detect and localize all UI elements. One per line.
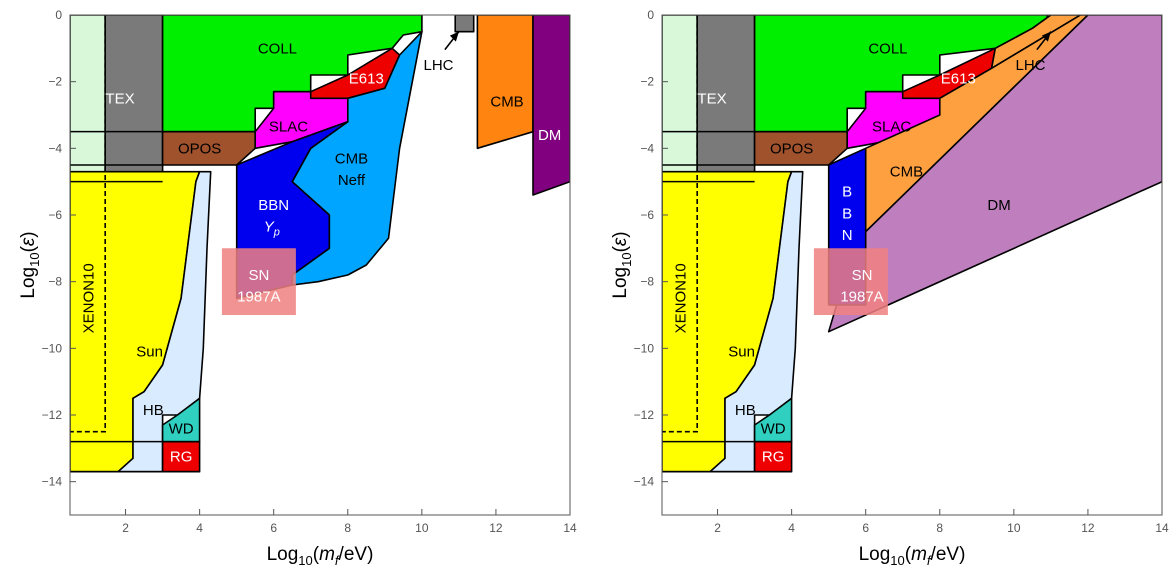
region-label-hb: HB — [143, 402, 164, 419]
x-tick-label: 10 — [1007, 521, 1021, 535]
region-label-slac: SLAC — [269, 119, 308, 136]
y-tick-label: −6 — [640, 208, 654, 222]
region-dm — [532, 15, 570, 196]
lhc-arrow-head — [449, 31, 459, 42]
region-slac — [254, 90, 349, 150]
region-label-1987a: 1987A — [840, 289, 883, 306]
plot-frame — [69, 14, 571, 516]
y-tick-label: −10 — [42, 341, 63, 355]
y-tick-label: −8 — [48, 275, 62, 289]
y-tick-label: −14 — [42, 475, 63, 489]
region-opos — [161, 130, 256, 166]
region-label-coll: COLL — [258, 40, 297, 57]
region-label-sun: Sun — [728, 344, 755, 361]
region-cmb — [476, 15, 534, 150]
y-tick-label: −4 — [48, 141, 62, 155]
x-tick-label: 12 — [1081, 521, 1095, 535]
y-tick-label: −10 — [634, 341, 655, 355]
region-label-rg: RG — [762, 449, 785, 466]
x-axis-label: Log10(mf/eV) — [267, 544, 374, 568]
x-tick-label: 2 — [122, 521, 129, 535]
region-opos — [753, 130, 849, 166]
region-label-tex: TEX — [697, 90, 726, 107]
x-tick-label: 6 — [862, 521, 869, 535]
region-label-neff: Neff — [338, 172, 366, 189]
region-label-b: B — [842, 205, 852, 222]
region-label-dm: DM — [538, 127, 561, 144]
label-xenon10: XENON10 — [81, 263, 98, 333]
x-tick-label: 4 — [196, 521, 203, 535]
region-label-slac: SLAC — [872, 119, 911, 136]
lhc-arrow-head — [1041, 31, 1051, 42]
region-sn-1987a — [221, 248, 296, 315]
region-label-opos: OPOS — [178, 140, 221, 157]
xenon10-boundary — [662, 15, 698, 433]
region-sn-1987a — [813, 248, 888, 315]
region-label-dm: DM — [987, 197, 1010, 214]
region-label-coll: COLL — [868, 40, 907, 57]
region-label-bbn: BBN — [258, 197, 289, 214]
region-label-sun: Sun — [136, 344, 163, 361]
region-label-lhc: LHC — [424, 57, 454, 74]
left-panel: 2 4 6 8 10 12 14 0 −2 −4 −6 −8 −10 −12 −14 Log10(mf/eV)… — [18, 8, 577, 568]
x-tick-label: 8 — [936, 521, 943, 535]
region-label-rg: RG — [170, 449, 193, 466]
x-tick-label: 10 — [415, 521, 429, 535]
y-tick-label: −4 — [640, 141, 654, 155]
y-tick-label: 0 — [647, 8, 654, 22]
x-tick-label: 2 — [714, 521, 721, 535]
y-tick-label: −2 — [48, 75, 62, 89]
region-slac — [846, 90, 941, 150]
y-tick-label: −6 — [48, 208, 62, 222]
y-axis-label: Log10(ε) — [18, 231, 42, 298]
region-label-e613: E613 — [941, 70, 976, 87]
x-tick-label: 4 — [788, 521, 795, 535]
region-label-cmb: CMB — [890, 164, 923, 181]
plot-area — [662, 15, 1162, 473]
y-tick-label: −12 — [42, 408, 63, 422]
region-lhc — [454, 15, 475, 33]
region-label-sn: SN — [248, 267, 269, 284]
region-label-sn: SN — [852, 267, 873, 284]
region-label-lhc: LHC — [1016, 57, 1046, 74]
y-tick-label: 0 — [55, 8, 62, 22]
x-tick-label: 8 — [344, 521, 351, 535]
region-label-cmb: CMB — [490, 94, 523, 111]
region-label-hb: HB — [735, 402, 756, 419]
x-tick-label: 6 — [270, 521, 277, 535]
xenon10-boundary — [70, 15, 106, 433]
region-label-n: N — [842, 227, 853, 244]
y-tick-label: −8 — [640, 275, 654, 289]
right-panel: 2 4 6 8 10 12 14 0 −2 −4 −6 −8 −10 −12 −14 Log10(mf/eV)… — [610, 8, 1169, 568]
region-label-tex: TEX — [105, 90, 134, 107]
region-label-opos: OPOS — [770, 140, 813, 157]
y-axis-label: Log10(ε) — [610, 231, 634, 298]
x-tick-label: 14 — [1155, 521, 1169, 535]
y-tick-label: −14 — [634, 475, 655, 489]
label-xenon10: XENON10 — [673, 263, 690, 333]
region-label-wd: WD — [169, 420, 194, 437]
x-tick-label: 12 — [489, 521, 503, 535]
plot-frame — [661, 14, 1163, 516]
x-tick-label: 14 — [563, 521, 577, 535]
region-label-e613: E613 — [349, 70, 384, 87]
region-label-1987a: 1987A — [237, 289, 280, 306]
x-axis-label: Log10(mf/eV) — [859, 544, 966, 568]
region-coll — [161, 15, 423, 133]
region-label-b: B — [842, 184, 852, 201]
plot-area — [70, 15, 570, 473]
region-label-wd: WD — [761, 420, 786, 437]
y-tick-label: −12 — [634, 408, 655, 422]
region-label-cmb: CMB — [335, 150, 368, 167]
y-tick-label: −2 — [640, 75, 654, 89]
